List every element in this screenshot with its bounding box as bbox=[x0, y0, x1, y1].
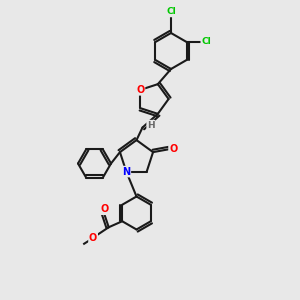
Text: Cl: Cl bbox=[201, 38, 211, 46]
Text: O: O bbox=[100, 204, 108, 214]
Text: O: O bbox=[136, 85, 145, 95]
Text: O: O bbox=[169, 144, 177, 154]
Text: N: N bbox=[122, 167, 130, 177]
Text: H: H bbox=[147, 121, 155, 130]
Text: O: O bbox=[89, 233, 97, 243]
Text: Cl: Cl bbox=[166, 8, 176, 16]
